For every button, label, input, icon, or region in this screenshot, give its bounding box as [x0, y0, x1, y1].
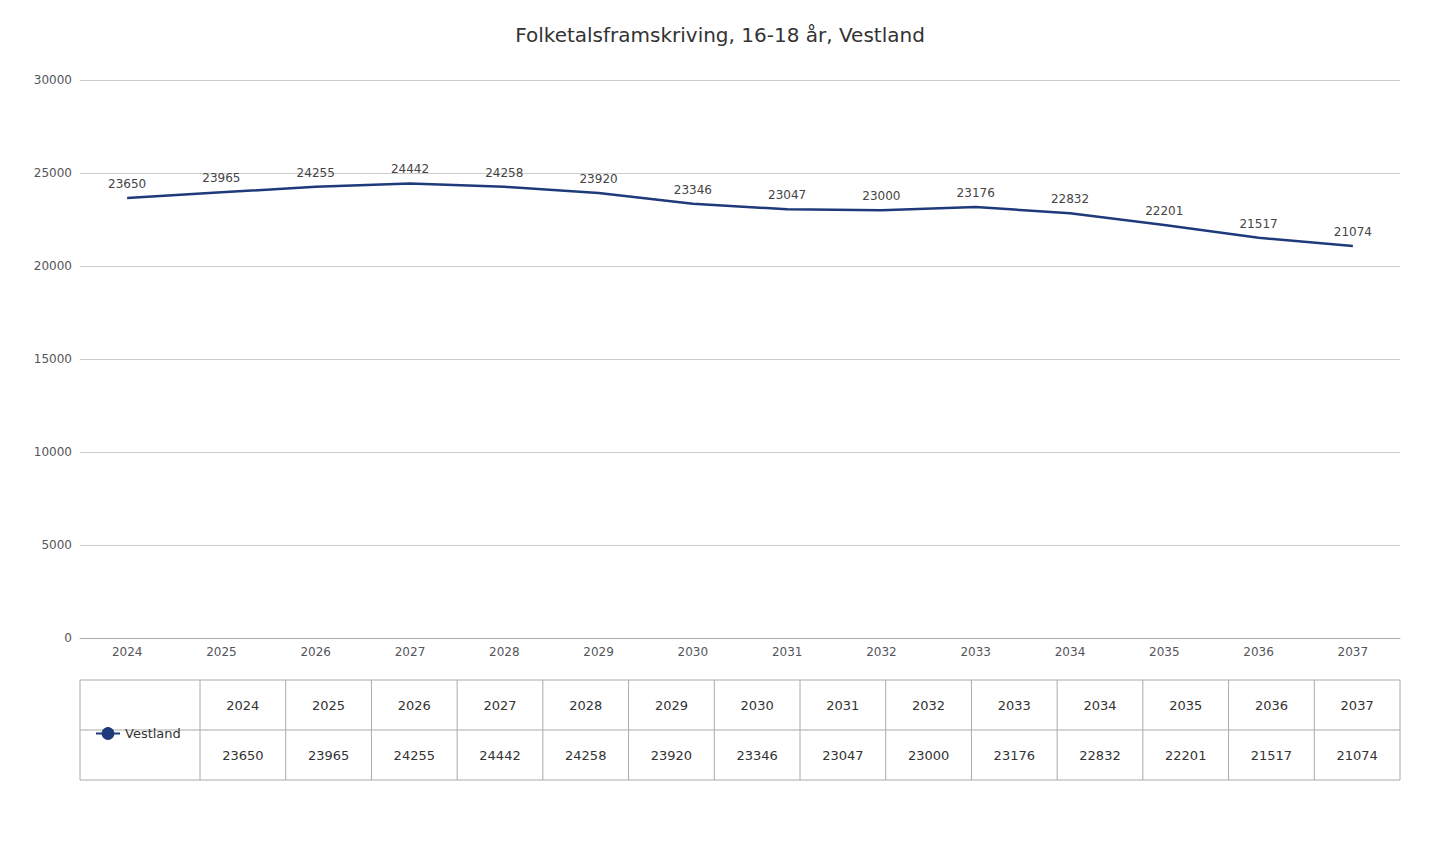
svg-text:2024: 2024 [226, 698, 259, 713]
svg-text:22201: 22201 [1165, 748, 1206, 763]
svg-text:21074: 21074 [1334, 225, 1372, 239]
svg-text:23176: 23176 [994, 748, 1035, 763]
svg-text:2031: 2031 [772, 645, 803, 659]
svg-text:2034: 2034 [1083, 698, 1116, 713]
svg-text:23000: 23000 [862, 189, 900, 203]
svg-text:2035: 2035 [1149, 645, 1180, 659]
svg-text:24442: 24442 [479, 748, 520, 763]
svg-text:22832: 22832 [1051, 192, 1089, 206]
svg-text:21517: 21517 [1239, 217, 1277, 231]
svg-text:23965: 23965 [308, 748, 349, 763]
svg-text:23965: 23965 [202, 171, 240, 185]
svg-text:24442: 24442 [391, 162, 429, 176]
svg-text:Vestland: Vestland [125, 726, 181, 741]
svg-text:23176: 23176 [957, 186, 995, 200]
svg-text:23650: 23650 [108, 177, 146, 191]
svg-text:23047: 23047 [822, 748, 863, 763]
svg-text:2030: 2030 [678, 645, 709, 659]
svg-text:30000: 30000 [34, 73, 72, 87]
svg-text:2035: 2035 [1169, 698, 1202, 713]
svg-text:24255: 24255 [394, 748, 435, 763]
svg-text:24258: 24258 [565, 748, 606, 763]
svg-text:2034: 2034 [1055, 645, 1086, 659]
svg-text:2024: 2024 [112, 645, 143, 659]
svg-text:2025: 2025 [206, 645, 237, 659]
svg-text:2036: 2036 [1243, 645, 1274, 659]
svg-text:2030: 2030 [741, 698, 774, 713]
svg-text:23047: 23047 [768, 188, 806, 202]
svg-text:20000: 20000 [34, 259, 72, 273]
svg-text:22832: 22832 [1079, 748, 1120, 763]
svg-text:23650: 23650 [222, 748, 263, 763]
svg-text:23000: 23000 [908, 748, 949, 763]
svg-text:24255: 24255 [297, 166, 335, 180]
svg-text:0: 0 [64, 631, 72, 645]
svg-text:2027: 2027 [395, 645, 426, 659]
svg-text:2037: 2037 [1341, 698, 1374, 713]
svg-text:21074: 21074 [1336, 748, 1377, 763]
svg-text:23920: 23920 [579, 172, 617, 186]
svg-text:21517: 21517 [1251, 748, 1292, 763]
svg-text:2036: 2036 [1255, 698, 1288, 713]
svg-text:23920: 23920 [651, 748, 692, 763]
svg-text:2033: 2033 [998, 698, 1031, 713]
svg-text:2025: 2025 [312, 698, 345, 713]
svg-text:2033: 2033 [960, 645, 991, 659]
svg-text:2029: 2029 [583, 645, 614, 659]
svg-text:15000: 15000 [34, 352, 72, 366]
svg-text:2032: 2032 [866, 645, 897, 659]
svg-text:23346: 23346 [674, 183, 712, 197]
svg-text:5000: 5000 [41, 538, 72, 552]
svg-text:24258: 24258 [485, 166, 523, 180]
svg-text:2028: 2028 [489, 645, 520, 659]
svg-text:2026: 2026 [300, 645, 331, 659]
svg-text:2031: 2031 [826, 698, 859, 713]
svg-text:10000: 10000 [34, 445, 72, 459]
svg-text:2026: 2026 [398, 698, 431, 713]
svg-text:2037: 2037 [1338, 645, 1369, 659]
svg-text:Folketalsframskriving, 16-18 å: Folketalsframskriving, 16-18 år, Vestlan… [515, 23, 925, 47]
svg-text:2028: 2028 [569, 698, 602, 713]
svg-text:2032: 2032 [912, 698, 945, 713]
svg-text:23346: 23346 [736, 748, 777, 763]
svg-text:2027: 2027 [483, 698, 516, 713]
svg-text:22201: 22201 [1145, 204, 1183, 218]
svg-text:2029: 2029 [655, 698, 688, 713]
svg-text:25000: 25000 [34, 166, 72, 180]
